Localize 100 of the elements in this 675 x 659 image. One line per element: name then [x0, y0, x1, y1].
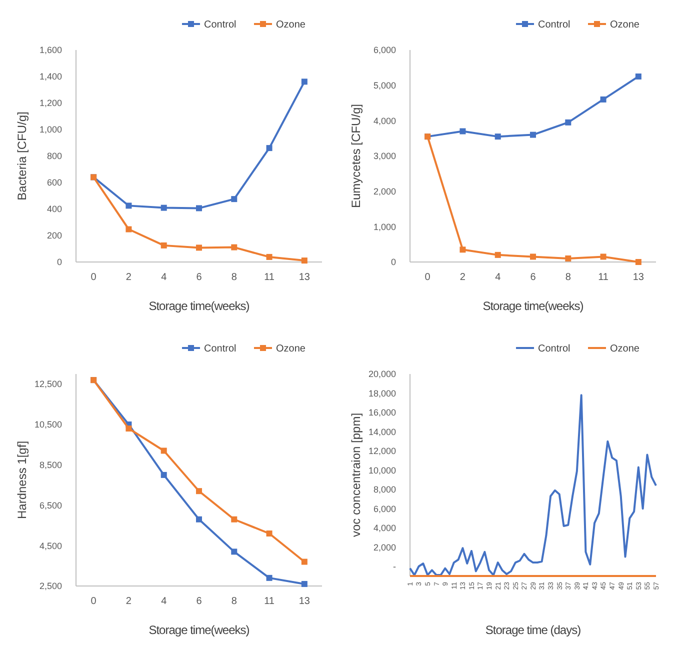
point: [301, 558, 308, 565]
y-tick-label: 1,000: [373, 222, 396, 232]
y-tick-label: 6,000: [373, 45, 396, 56]
point: [160, 448, 167, 454]
point: [301, 258, 308, 264]
y-tick-label: 18,000: [368, 388, 396, 398]
point: [494, 252, 501, 258]
x-axis-title: Storage time(weeks): [148, 623, 250, 637]
x-tick-label: 6: [530, 272, 536, 283]
x-tick-label: 0: [424, 272, 431, 283]
point: [301, 78, 308, 85]
y-axis-title: Eumycetes [CFU/g]: [349, 104, 363, 208]
legend-label: Ozone: [610, 344, 640, 354]
point: [126, 426, 132, 432]
x-axis-title: Storage time(weeks): [148, 299, 250, 313]
y-tick-label: 5,000: [373, 80, 396, 90]
y-tick-label: 12,500: [34, 379, 62, 390]
x-tick-label: 2: [460, 272, 466, 283]
x-tick-label: 13: [632, 272, 644, 283]
y-tick-label: 8,500: [39, 460, 62, 470]
y-tick-label: 2,000: [373, 186, 396, 196]
point: [126, 226, 132, 232]
x-tick-label: 11: [264, 272, 275, 283]
point: [160, 204, 167, 211]
y-tick-label: 12,000: [368, 446, 396, 456]
point: [600, 254, 606, 260]
y-tick-label: 8,000: [373, 484, 396, 495]
y-tick-label: 1,400: [39, 72, 62, 82]
x-tick-label: 2: [126, 596, 132, 607]
legend-label: Control: [538, 20, 570, 30]
y-tick-label: 400: [46, 204, 62, 214]
y-tick-label: 6,000: [373, 504, 396, 514]
y-tick-label: 1,600: [39, 45, 62, 56]
x-tick-label: 13: [298, 272, 310, 283]
point: [266, 530, 272, 537]
point: [231, 196, 238, 202]
point: [231, 516, 238, 522]
x-tick-label: 11: [264, 596, 275, 607]
x-tick-label: 8: [231, 596, 238, 607]
point: [160, 472, 167, 478]
legend-label: Ozone: [610, 20, 640, 30]
y-tick-label: 800: [46, 151, 62, 162]
point: [530, 132, 536, 138]
y-tick-label: 20,000: [368, 369, 396, 380]
x-axis-title: Storage time (days): [485, 623, 582, 637]
y-tick-label: 14,000: [368, 426, 396, 437]
point: [635, 74, 642, 80]
point: [266, 574, 272, 581]
point: [301, 580, 308, 587]
point: [196, 488, 202, 494]
point: [196, 516, 202, 522]
y-tick-label: 10,500: [34, 420, 62, 430]
y-tick-label: 0: [390, 257, 396, 268]
x-tick-label: 6: [196, 596, 202, 607]
y-tick-label: 6,500: [39, 500, 62, 510]
y-tick-label: 600: [46, 178, 62, 188]
point: [231, 244, 238, 250]
y-tick-label: 10,000: [368, 465, 396, 476]
x-tick-label: 13: [298, 596, 310, 607]
point: [600, 96, 606, 102]
y-tick-label: 4,500: [39, 540, 62, 551]
y-tick-label: 3,000: [373, 151, 396, 162]
y-axis-title: Bacteria [CFU/g]: [15, 112, 29, 200]
point: [196, 205, 202, 212]
legend-label: Control: [204, 20, 236, 30]
y-tick-label: 1,000: [39, 124, 62, 135]
point: [635, 259, 642, 265]
legend-label: Control: [204, 344, 236, 354]
x-tick-label: 11: [598, 272, 609, 283]
point: [494, 134, 501, 140]
point: [565, 119, 572, 126]
y-tick-label: 2,500: [39, 581, 62, 592]
legend-label: Control: [538, 344, 570, 354]
y-tick-label: 16,000: [368, 408, 396, 418]
y-tick-label: 200: [46, 230, 62, 241]
x-tick-label: 0: [90, 596, 97, 607]
point: [266, 254, 272, 260]
x-tick-label: 4: [161, 272, 168, 283]
point: [231, 548, 238, 555]
x-tick-label: 4: [495, 272, 502, 283]
legend-label: Ozone: [276, 20, 306, 30]
point: [160, 242, 167, 248]
x-axis-title: Storage time(weeks): [482, 299, 584, 313]
point: [266, 145, 272, 152]
x-tick-label: 8: [565, 272, 572, 283]
y-tick-label: 4,000: [373, 523, 396, 534]
y-tick-label: 0: [56, 257, 62, 268]
x-tick-label: 0: [90, 272, 97, 283]
point: [460, 246, 466, 253]
x-tick-label: 8: [231, 272, 238, 283]
point: [565, 255, 572, 262]
legend-label: Ozone: [276, 344, 306, 354]
line-series: [409, 394, 657, 576]
y-tick-label: 1,200: [39, 98, 62, 108]
point: [460, 128, 466, 134]
y-axis-title: Hardness 1[gf]: [15, 440, 29, 520]
point: [530, 254, 536, 260]
y-axis-title: voc concentraion [ppm]: [349, 412, 363, 538]
x-tick-label: 2: [126, 272, 132, 283]
point: [196, 244, 202, 251]
